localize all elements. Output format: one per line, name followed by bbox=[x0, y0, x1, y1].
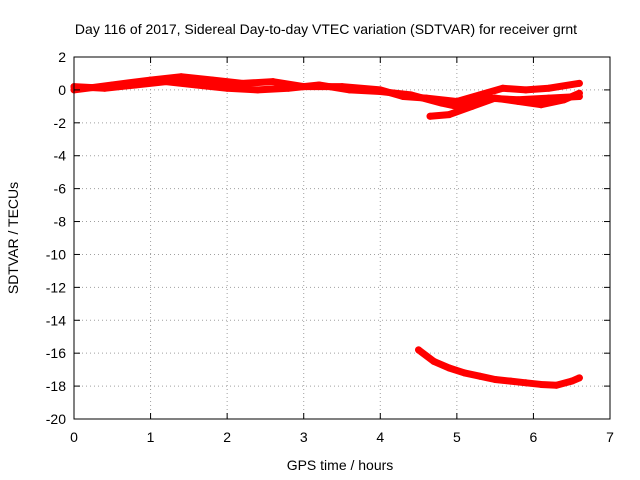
data-point bbox=[101, 84, 109, 92]
data-point bbox=[491, 94, 499, 102]
series-line bbox=[415, 346, 583, 389]
data-point bbox=[177, 73, 185, 81]
data-point bbox=[522, 379, 530, 387]
y-tick-label: -14 bbox=[46, 312, 66, 328]
y-tick-label: -18 bbox=[46, 378, 66, 394]
data-point bbox=[193, 81, 201, 89]
y-tick-label: 2 bbox=[58, 49, 66, 65]
x-tick-label: 2 bbox=[223, 429, 231, 445]
data-point bbox=[461, 369, 469, 377]
chart-title: Day 116 of 2017, Sidereal Day-to-day VTE… bbox=[75, 21, 577, 37]
x-tick-label: 4 bbox=[376, 429, 384, 445]
data-point bbox=[575, 89, 583, 97]
y-tick-label: -8 bbox=[54, 214, 67, 230]
data-point bbox=[284, 84, 292, 92]
data-point bbox=[426, 112, 434, 120]
y-tick-label: -2 bbox=[54, 115, 67, 131]
data-point bbox=[552, 381, 560, 389]
x-tick-label: 1 bbox=[147, 429, 155, 445]
x-tick-label: 6 bbox=[530, 429, 538, 445]
series-line bbox=[426, 89, 583, 120]
data-point bbox=[415, 346, 423, 354]
data-point bbox=[476, 372, 484, 380]
data-point bbox=[346, 86, 354, 94]
data-point bbox=[537, 380, 545, 388]
data-series-2 bbox=[70, 78, 583, 110]
data-point bbox=[430, 357, 438, 365]
x-tick-label: 0 bbox=[70, 429, 78, 445]
data-point bbox=[491, 376, 499, 384]
data-point bbox=[575, 374, 583, 382]
data-point bbox=[537, 101, 545, 109]
data-point bbox=[269, 78, 277, 86]
data-point bbox=[438, 99, 446, 107]
y-tick-label: -12 bbox=[46, 279, 66, 295]
x-tick-label: 5 bbox=[453, 429, 461, 445]
grid bbox=[74, 57, 610, 419]
data-point bbox=[545, 84, 553, 92]
data-point bbox=[575, 79, 583, 87]
y-tick-label: 0 bbox=[58, 82, 66, 98]
plot-frame bbox=[73, 56, 611, 420]
data-point bbox=[315, 81, 323, 89]
data-point bbox=[522, 86, 530, 94]
data-point bbox=[254, 86, 262, 94]
data-point bbox=[560, 96, 568, 104]
x-axis: 0 1 2 3 4 5 6 7 bbox=[70, 57, 614, 445]
y-axis-title: SDTVAR / TECUs bbox=[5, 182, 21, 294]
series-group bbox=[70, 73, 583, 389]
data-point bbox=[506, 377, 514, 385]
x-tick-label: 7 bbox=[606, 429, 614, 445]
data-series-3 bbox=[426, 89, 583, 120]
y-tick-label: -16 bbox=[46, 345, 66, 361]
data-series-4 bbox=[415, 346, 583, 389]
data-point bbox=[445, 111, 453, 119]
data-point bbox=[445, 364, 453, 372]
y-axis: 2 0 -2 -4 -6 -8 -10 -12 -14 -16 -18 -20 bbox=[46, 49, 610, 427]
data-point bbox=[162, 78, 170, 86]
data-point bbox=[131, 81, 139, 89]
data-point bbox=[223, 84, 231, 92]
data-point bbox=[468, 102, 476, 110]
data-point bbox=[568, 377, 576, 385]
data-point bbox=[407, 91, 415, 99]
data-point bbox=[208, 76, 216, 84]
data-point bbox=[514, 97, 522, 105]
data-point bbox=[376, 88, 384, 96]
x-tick-label: 3 bbox=[300, 429, 308, 445]
x-axis-title: GPS time / hours bbox=[287, 457, 394, 473]
y-tick-label: -6 bbox=[54, 181, 67, 197]
y-tick-label: -20 bbox=[46, 411, 66, 427]
data-point bbox=[238, 79, 246, 87]
y-tick-label: -4 bbox=[54, 148, 67, 164]
data-point bbox=[499, 84, 507, 92]
y-tick-label: -10 bbox=[46, 246, 66, 262]
